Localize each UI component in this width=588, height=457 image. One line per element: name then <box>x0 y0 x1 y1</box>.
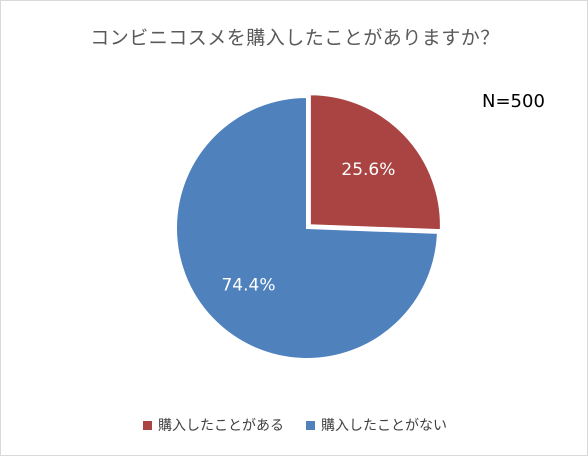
pie-slice-not-purchased <box>175 95 439 360</box>
legend-label-not-purchased: 購入したことがない <box>321 418 447 434</box>
legend-swatch-not-purchased <box>306 420 315 430</box>
legend-swatch-purchased <box>143 420 152 430</box>
chart-legend: 購入したことがある 購入したことがない <box>1 415 588 435</box>
legend-item-purchased: 購入したことがある <box>143 415 284 435</box>
data-label-purchased: 25.6% <box>341 160 395 180</box>
pie-slices <box>175 93 442 360</box>
pie-slice-purchased <box>308 93 442 232</box>
pie-data-labels: 25.6% 74.4% <box>221 160 395 295</box>
data-label-not-purchased: 74.4% <box>221 275 275 295</box>
chart-title: コンビニコスメを購入したことがありますか？ <box>90 27 500 49</box>
legend-label-purchased: 購入したことがある <box>158 418 284 434</box>
legend-item-not-purchased: 購入したことがない <box>306 415 447 435</box>
sample-size-label: N=500 <box>482 91 545 112</box>
